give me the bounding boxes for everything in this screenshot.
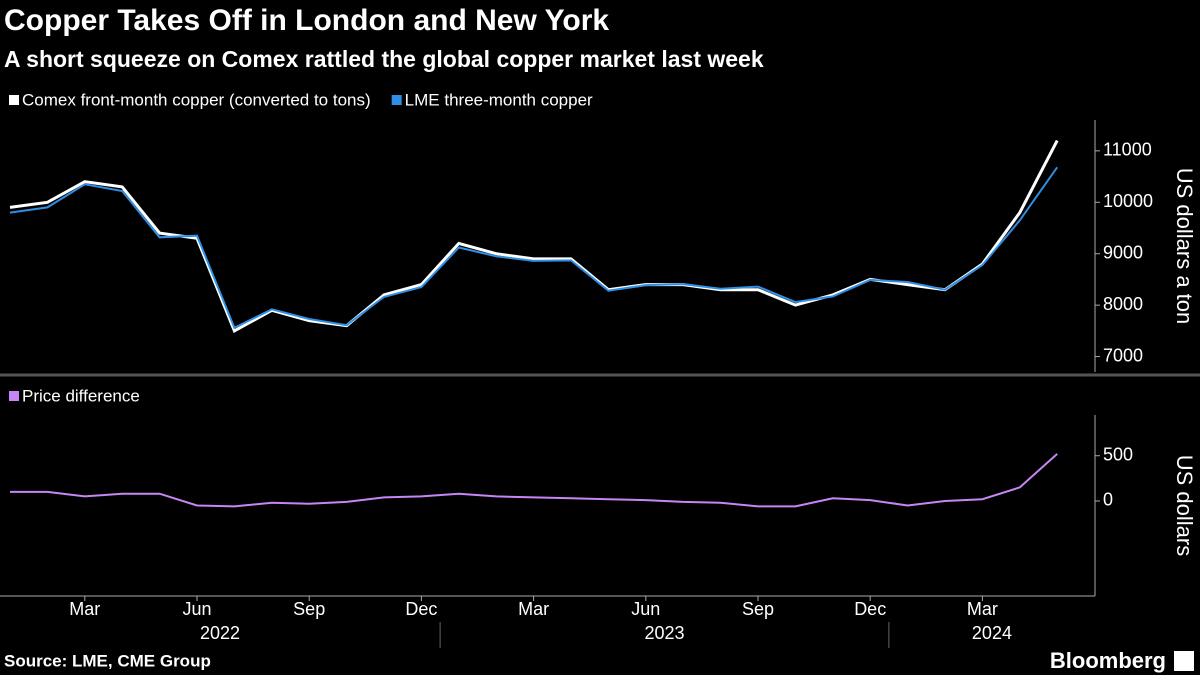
chart-subtitle: A short squeeze on Comex rattled the glo… <box>4 46 764 72</box>
y-tick-label: 500 <box>1103 444 1133 464</box>
x-year-label: 2022 <box>200 623 240 643</box>
legend-label: Comex front-month copper (converted to t… <box>22 90 371 109</box>
brand-icon <box>1174 651 1194 671</box>
legend-swatch <box>391 95 402 105</box>
y-tick-label: 8000 <box>1103 294 1143 314</box>
x-tick-label: Jun <box>182 599 211 619</box>
legend-swatch <box>9 391 19 401</box>
y-tick-label: 11000 <box>1103 140 1152 160</box>
x-tick-label: Mar <box>967 599 998 619</box>
y-tick-label: 7000 <box>1103 345 1143 365</box>
y-tick-label: 9000 <box>1103 242 1143 262</box>
y-axis-label: US dollars a ton <box>1172 168 1197 325</box>
source: Source: LME, CME Group <box>4 651 211 670</box>
x-tick-label: Mar <box>518 599 549 619</box>
x-tick-label: Dec <box>405 599 437 619</box>
x-tick-label: Sep <box>293 599 325 619</box>
x-tick-label: Dec <box>854 599 886 619</box>
series-line <box>10 453 1058 508</box>
y-tick-label: 10000 <box>1103 191 1153 211</box>
x-year-label: 2024 <box>972 623 1012 643</box>
series-line <box>9 166 1059 330</box>
legend-label: Price difference <box>22 386 140 405</box>
x-tick-label: Jun <box>631 599 660 619</box>
brand: Bloomberg <box>1050 648 1166 673</box>
legend-swatch <box>9 95 19 105</box>
legend-label: LME three-month copper <box>405 90 593 109</box>
x-year-label: 2023 <box>644 623 684 643</box>
x-tick-label: Sep <box>742 599 774 619</box>
chart-title: Copper Takes Off in London and New York <box>4 4 609 37</box>
x-tick-label: Mar <box>69 599 100 619</box>
y-axis-label: US dollars <box>1172 455 1197 556</box>
y-tick-label: 0 <box>1103 490 1113 510</box>
